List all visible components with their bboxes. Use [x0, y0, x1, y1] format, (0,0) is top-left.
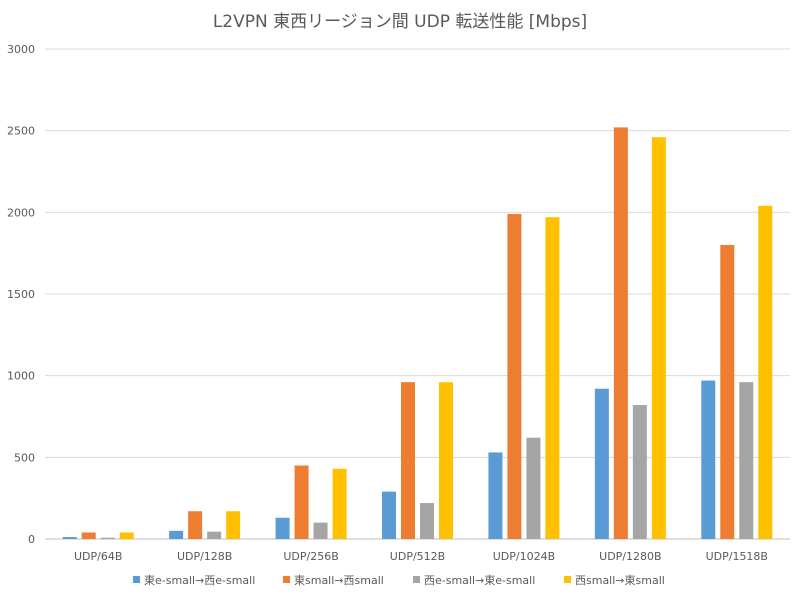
legend-label: 西small→東small	[575, 574, 665, 587]
y-tick-label: 500	[14, 451, 35, 464]
bar-3-udp-64b	[100, 537, 115, 539]
bar-1-udp-512b	[382, 491, 396, 539]
bars	[62, 127, 773, 540]
x-tick-label: UDP/1518B	[706, 550, 768, 563]
legend-swatch	[564, 576, 571, 583]
bar-4-udp-1024b	[545, 217, 560, 539]
bar-3-udp-512b	[420, 503, 434, 539]
y-tick-label: 1000	[7, 370, 35, 383]
bar-2-udp-512b	[401, 382, 415, 539]
y-tick-label: 2500	[7, 125, 35, 138]
bar-4-udp-1280b	[651, 137, 666, 539]
x-tick-label: UDP/128B	[177, 550, 232, 563]
x-tick-label: UDP/1024B	[493, 550, 555, 563]
bar-2-udp-256b	[294, 465, 309, 539]
bar-1-udp-1024b	[488, 452, 503, 539]
bar-3-udp-1518b	[739, 382, 754, 539]
bar-2-udp-128b	[188, 511, 203, 539]
x-axis: UDP/64B UDP/128B UDP/256B UDP/512B UDP/1024B…	[74, 550, 768, 563]
bar-4-udp-128b	[226, 511, 241, 539]
bar-2-udp-1280b	[613, 127, 628, 540]
bar-2-udp-1024b	[507, 213, 522, 539]
bar-1-udp-128b	[169, 530, 184, 539]
bar-3-udp-1024b	[526, 437, 541, 539]
legend-item: 西e-small→東e-small	[413, 574, 535, 587]
legend-label: 東e-small→西e-small	[144, 574, 255, 587]
bar-3-udp-128b	[207, 531, 222, 539]
bar-3-udp-1280b	[632, 405, 647, 539]
bar-3-udp-256b	[313, 522, 328, 539]
bar-4-udp-64b	[119, 532, 134, 539]
legend: 東e-small→西e-small 東small→西small 西e-small→東…	[133, 574, 665, 587]
bar-1-udp-1280b	[594, 388, 609, 539]
legend-item: 西small→東small	[564, 574, 665, 587]
legend-swatch	[413, 576, 420, 583]
chart-title: L2VPN 東西リージョン間 UDP 転送性能 [Mbps]	[213, 12, 587, 32]
bar-1-udp-256b	[275, 517, 290, 539]
legend-label: 西e-small→東e-small	[424, 574, 535, 587]
bar-4-udp-1518b	[758, 205, 773, 540]
x-tick-label: UDP/1280B	[599, 550, 661, 563]
y-axis: 0 500 1000 1500 2000 2500 3000	[7, 43, 35, 546]
bar-4-udp-512b	[439, 382, 453, 539]
bar-4-udp-256b	[332, 468, 347, 539]
y-tick-label: 2000	[7, 206, 35, 219]
bar-2-udp-64b	[81, 532, 96, 539]
bar-2-udp-1518b	[720, 245, 735, 539]
legend-swatch	[283, 576, 290, 583]
bar-1-udp-64b	[62, 537, 77, 539]
legend-item: 東e-small→西e-small	[133, 574, 255, 587]
x-tick-label: UDP/256B	[283, 550, 338, 563]
x-tick-label: UDP/512B	[390, 550, 445, 563]
legend-swatch	[133, 576, 140, 583]
bar-1-udp-1518b	[701, 380, 716, 539]
x-tick-label: UDP/64B	[74, 550, 122, 563]
gridlines	[45, 48, 790, 540]
y-tick-label: 0	[28, 533, 35, 546]
legend-item: 東small→西small	[283, 574, 384, 587]
y-tick-label: 1500	[7, 288, 35, 301]
legend-label: 東small→西small	[294, 574, 384, 587]
y-tick-label: 3000	[7, 43, 35, 56]
